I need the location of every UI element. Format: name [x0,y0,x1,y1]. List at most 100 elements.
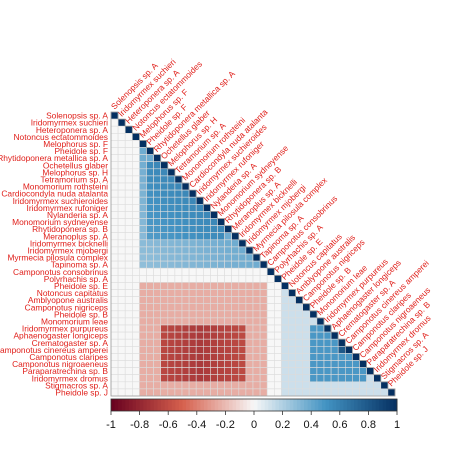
colorbar-segment [239,399,244,411]
heatmap-cell [174,324,183,333]
heatmap-cell [252,374,261,383]
heatmap-cell [281,289,289,297]
heatmap-cell [132,232,140,241]
heatmap-cell [302,345,311,354]
heatmap-cell [195,374,204,383]
heatmap-cell [124,381,133,390]
heatmap-cell [124,147,133,155]
heatmap-cell [373,381,382,390]
heatmap-cell [139,204,147,212]
colorbar-segment [186,399,191,411]
colorbar-segment [375,399,380,411]
heatmap-cell [231,324,240,333]
heatmap-cell [146,289,154,297]
heatmap-cell [309,338,318,347]
heatmap-cell [359,388,367,397]
heatmap-cell [153,161,162,170]
heatmap-cell [288,324,296,333]
heatmap-cell [132,345,140,354]
heatmap-cell [217,274,225,283]
heatmap-cell [160,267,169,276]
heatmap-cell [146,303,154,312]
row-label: Nylanderia sp. A [47,210,108,220]
row-label: Crematogaster sp. A [32,338,109,348]
heatmap-cell [210,367,218,376]
heatmap-cell [217,324,225,333]
heatmap-cell [124,282,133,290]
heatmap-cell [139,289,147,297]
heatmap-cell [210,331,218,340]
heatmap-cell [174,388,183,397]
heatmap-cell [132,267,140,276]
heatmap-cell [146,267,154,276]
heatmap-cell [160,324,169,333]
heatmap-cell [224,282,233,290]
heatmap-cell [174,253,183,262]
colorbar-segment [289,399,294,411]
heatmap-cell [139,338,147,347]
colorbar-segment [168,399,173,411]
heatmap-cell [160,353,169,361]
heatmap-cell [153,331,162,340]
heatmap-cell [217,345,225,354]
heatmap-cell [366,388,375,397]
heatmap-cell [231,296,240,305]
heatmap-cell [217,331,225,340]
colorbar-segment [193,399,198,411]
heatmap-cell [238,338,247,347]
heatmap-cell [181,289,190,297]
colorbar-segment [332,399,337,411]
heatmap-cell [238,353,247,361]
heatmap-cell [224,253,233,262]
row-label: Iridomyrmex bicknelli [30,238,108,248]
heatmap-cell [139,161,147,170]
row-label: Tetramorium sp. A [41,174,109,184]
heatmap-cell [288,345,296,354]
heatmap-cell [160,211,169,219]
heatmap-cell [295,324,304,333]
colorbar-segment [246,399,251,411]
heatmap-cell [139,381,147,390]
heatmap-cell [146,331,154,340]
heatmap-cell [117,381,126,390]
heatmap-cell [167,374,176,383]
colorbar-segment [203,399,208,411]
heatmap-cell [188,204,197,212]
colorbar-segment [200,399,205,411]
heatmap-cell [245,374,254,383]
heatmap-cell [181,388,190,397]
heatmap-cell [139,353,147,361]
heatmap-cell [117,140,126,148]
row-label: Pheidole sp. E [54,281,108,291]
heatmap-cell [337,381,346,390]
heatmap-cell [174,204,183,212]
heatmap-cell [146,338,154,347]
heatmap-cell [273,324,282,333]
heatmap-cell [281,303,289,312]
heatmap-cell [146,218,154,226]
heatmap-cell [181,303,190,312]
heatmap-cell [252,260,261,269]
heatmap-cell [124,303,133,312]
heatmap-cell [160,360,169,368]
colorbar-segment [336,399,341,411]
heatmap-cell [188,374,197,383]
heatmap-cell [132,317,140,326]
heatmap-cell [245,303,254,312]
heatmap-cell [110,133,119,141]
heatmap-cell [160,303,169,312]
heatmap-cell [316,381,325,390]
heatmap-cell [224,360,233,368]
heatmap-cell [302,388,311,397]
heatmap-cell [146,282,154,290]
heatmap-cell [160,338,169,347]
heatmap-cell [160,168,169,177]
heatmap-cell [174,267,183,276]
heatmap-cell [259,367,268,376]
heatmap-cell [266,345,275,354]
heatmap-cell [195,338,204,347]
colorbar-segment [371,399,376,411]
heatmap-cell [203,360,211,368]
heatmap-cell [217,225,225,234]
heatmap-cell [210,260,218,269]
